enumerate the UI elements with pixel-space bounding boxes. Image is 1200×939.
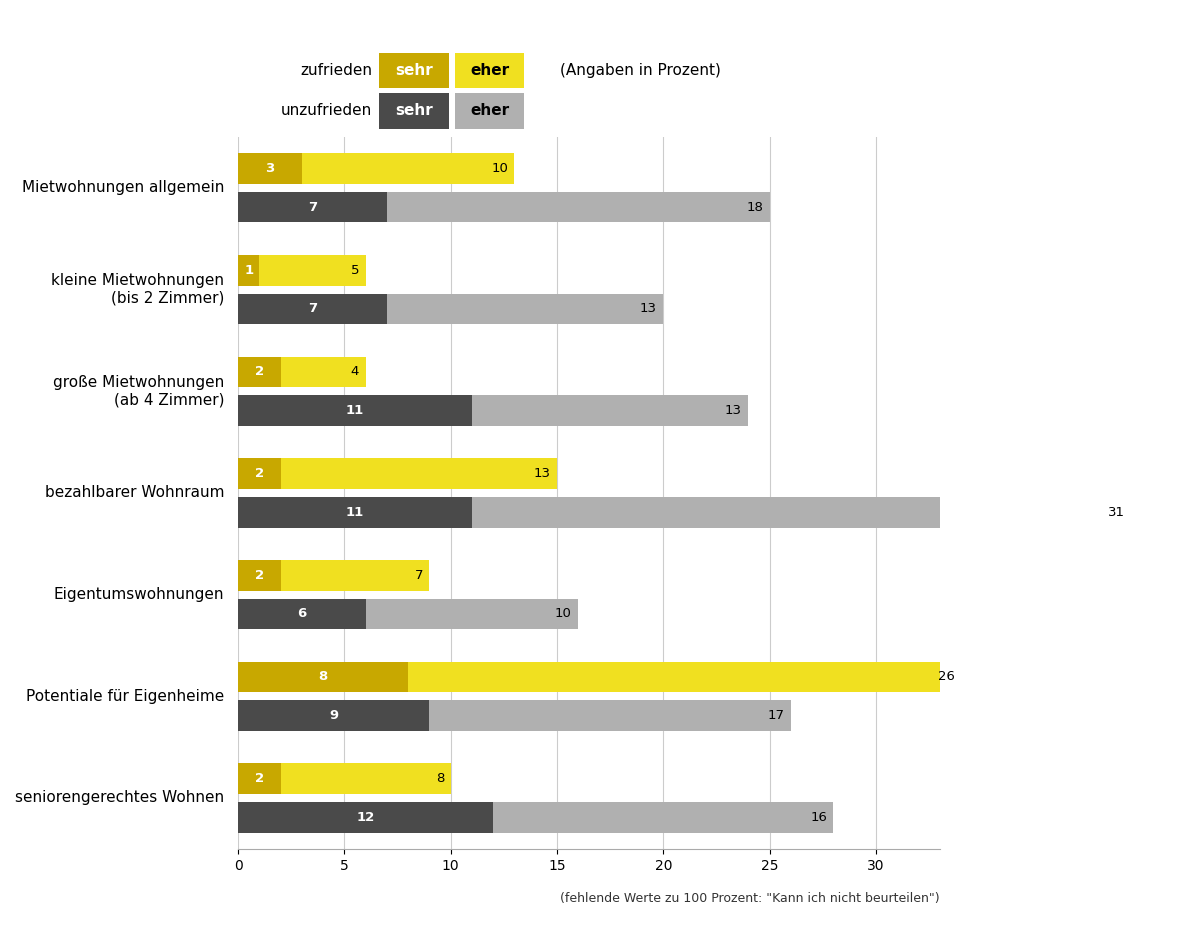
Bar — [238, 357, 281, 387]
Bar — [238, 802, 493, 833]
Text: 31: 31 — [1108, 506, 1124, 518]
Text: 2: 2 — [254, 365, 264, 378]
Text: 7: 7 — [308, 201, 317, 214]
Text: 3: 3 — [265, 162, 275, 175]
Bar — [472, 395, 749, 426]
Text: 2: 2 — [254, 569, 264, 582]
Text: 7: 7 — [414, 569, 424, 582]
Text: sehr: sehr — [395, 103, 433, 118]
Text: 4: 4 — [350, 365, 359, 378]
Bar — [238, 560, 281, 591]
Bar — [472, 497, 1132, 528]
Text: 8: 8 — [436, 772, 444, 785]
Bar — [408, 662, 961, 692]
Bar — [281, 763, 451, 794]
Text: zufrieden: zufrieden — [300, 63, 372, 78]
Text: sehr: sehr — [395, 63, 433, 78]
Bar — [238, 294, 386, 324]
Bar — [238, 458, 281, 489]
Bar — [238, 763, 281, 794]
Text: (fehlende Werte zu 100 Prozent: "Kann ich nicht beurteilen"): (fehlende Werte zu 100 Prozent: "Kann ic… — [560, 891, 940, 904]
Text: 2: 2 — [254, 772, 264, 785]
Bar — [238, 192, 386, 223]
Text: 11: 11 — [346, 404, 364, 417]
Text: 10: 10 — [491, 162, 508, 175]
Bar — [281, 357, 366, 387]
Text: 13: 13 — [534, 467, 551, 480]
Text: 17: 17 — [768, 709, 785, 722]
Bar — [386, 192, 769, 223]
Text: unzufrieden: unzufrieden — [281, 103, 372, 118]
Text: 6: 6 — [298, 608, 306, 621]
Text: 18: 18 — [746, 201, 763, 214]
Text: 26: 26 — [938, 670, 955, 684]
Bar — [493, 802, 834, 833]
Bar — [281, 560, 430, 591]
Text: 5: 5 — [350, 264, 359, 277]
Bar — [302, 153, 515, 184]
Bar — [238, 599, 366, 629]
Bar — [238, 395, 472, 426]
Text: 16: 16 — [810, 810, 827, 824]
Bar — [281, 458, 557, 489]
Bar — [430, 700, 791, 731]
Text: (Angaben in Prozent): (Angaben in Prozent) — [560, 63, 721, 78]
Bar — [238, 153, 302, 184]
Text: eher: eher — [470, 63, 509, 78]
Bar — [386, 294, 664, 324]
Bar — [259, 255, 366, 285]
Bar — [238, 497, 472, 528]
Bar — [238, 255, 259, 285]
Text: 9: 9 — [329, 709, 338, 722]
Text: 12: 12 — [356, 810, 374, 824]
Text: 13: 13 — [640, 302, 656, 316]
Text: 8: 8 — [318, 670, 328, 684]
Text: 2: 2 — [254, 467, 264, 480]
Text: 1: 1 — [244, 264, 253, 277]
Text: 11: 11 — [346, 506, 364, 518]
Text: 7: 7 — [308, 302, 317, 316]
Text: 13: 13 — [725, 404, 742, 417]
Text: 10: 10 — [556, 608, 572, 621]
Text: eher: eher — [470, 103, 509, 118]
Bar — [238, 700, 430, 731]
Bar — [238, 662, 408, 692]
Bar — [366, 599, 578, 629]
